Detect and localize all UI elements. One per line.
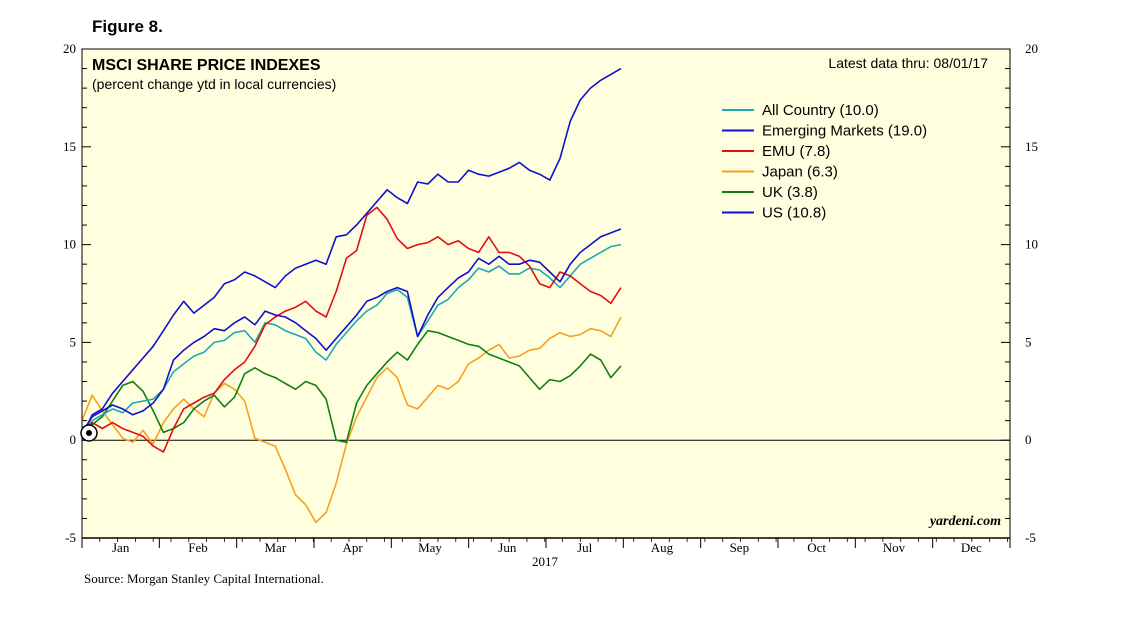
legend-entry-emerging-markets: Emerging Markets (19.0) (762, 123, 927, 140)
series-line-us (81, 228, 622, 433)
month-label-feb: Feb (188, 540, 208, 555)
figure-label: Figure 8. (92, 17, 163, 36)
y-tick-label-right: 10 (1025, 237, 1038, 252)
y-tick-label-left: -5 (65, 530, 76, 545)
y-tick-label-left: 15 (63, 139, 76, 154)
watermark: yardeni.com (928, 514, 1001, 529)
month-label-jun: Jun (498, 540, 517, 555)
month-label-aug: Aug (651, 540, 674, 555)
series-line-emerging-markets (81, 67, 622, 437)
y-tick-label-left: 5 (70, 334, 77, 349)
legend-entry-us: US (10.8) (762, 205, 826, 222)
chart-subtitle: (percent change ytd in local currencies) (92, 76, 336, 92)
y-tick-label-right: -5 (1025, 530, 1036, 545)
legend-entry-japan: Japan (6.3) (762, 164, 838, 181)
month-label-apr: Apr (343, 540, 364, 555)
source-note: Source: Morgan Stanley Capital Internati… (84, 571, 324, 586)
latest-data-annotation: Latest data thru: 08/01/17 (828, 55, 988, 71)
month-label-nov: Nov (883, 540, 906, 555)
y-tick-label-right: 0 (1025, 432, 1032, 447)
month-label-jan: Jan (112, 540, 130, 555)
y-tick-label-right: 15 (1025, 139, 1038, 154)
legend-entry-emu: EMU (7.8) (762, 143, 830, 160)
origin-marker (80, 424, 98, 442)
y-tick-label-right: 20 (1025, 41, 1038, 56)
month-label-may: May (418, 540, 442, 555)
y-tick-label-left: 0 (70, 432, 77, 447)
legend-entry-all-country: All Country (10.0) (762, 102, 879, 119)
series-line-uk (81, 329, 622, 444)
month-label-jul: Jul (577, 540, 593, 555)
month-label-oct: Oct (807, 540, 826, 555)
x-axis-label: 2017 (532, 554, 559, 569)
month-label-dec: Dec (961, 540, 982, 555)
x-tick-labels: Jan Feb Mar Apr May Jun Jul Aug Sep Oct Nov Dec (112, 540, 982, 555)
month-label-mar: Mar (264, 540, 286, 555)
y-tick-labels: -5 -5 0 0 5 5 10 10 15 15 20 20 (63, 41, 1038, 545)
series-layer (81, 67, 622, 524)
series-line-japan (81, 316, 622, 524)
chart-title: MSCI SHARE PRICE INDEXES (92, 57, 321, 74)
legend: All Country (10.0) Emerging Markets (19.0… (722, 102, 927, 222)
series-line-emu (81, 206, 622, 453)
plot-background (82, 49, 1010, 538)
y-tick-label-left: 20 (63, 41, 76, 56)
month-label-sep: Sep (730, 540, 750, 555)
y-tick-label-left: 10 (63, 237, 76, 252)
legend-entry-uk: UK (3.8) (762, 184, 818, 201)
y-tick-label-right: 5 (1025, 334, 1032, 349)
